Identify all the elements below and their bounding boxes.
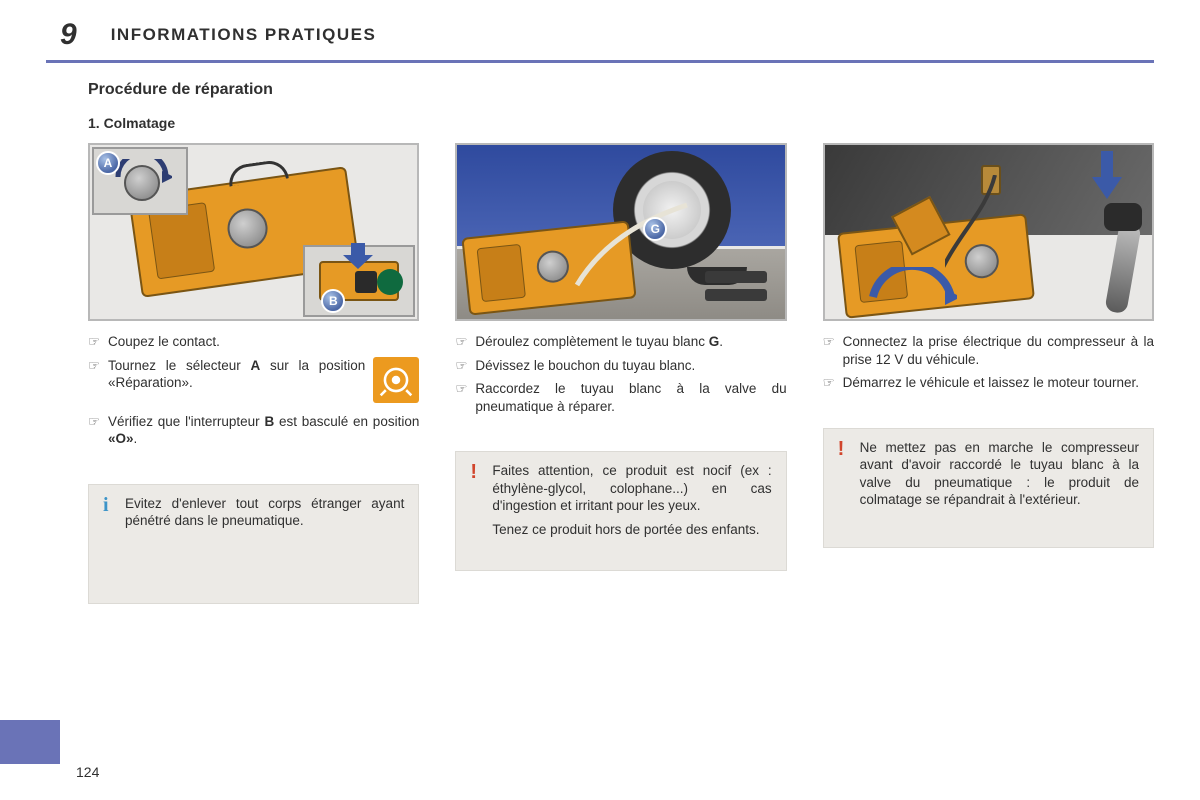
step: ☞ Tournez le sélecteur A sur la position… xyxy=(88,357,419,407)
badge-a: A xyxy=(96,151,120,175)
step: ☞Déroulez complètement le tuyau blanc G. xyxy=(455,333,786,351)
step-text: Dévissez le bouchon du tuyau blanc. xyxy=(475,357,786,375)
pointer-icon: ☞ xyxy=(455,333,475,351)
steps-3: ☞Connectez la prise électrique du compre… xyxy=(823,321,1154,398)
note-info: i Evitez d'enlever tout corps étranger a… xyxy=(88,484,419,604)
step: ☞Démarrez le véhicule et laissez le mote… xyxy=(823,374,1154,392)
pointer-icon: ☞ xyxy=(823,333,843,368)
note-warn: ! Faites attention, ce produit est nocif… xyxy=(455,451,786,571)
note-body: Evitez d'enlever tout corps étranger aya… xyxy=(125,495,404,591)
columns: A B ☞Coupez le contact. ☞ xyxy=(88,143,1154,604)
content-area: Procédure de réparation 1. Colmatage A xyxy=(0,63,1200,604)
step-text: Vérifiez que l'interrupteur B est bascul… xyxy=(108,413,419,448)
badge-b: B xyxy=(321,289,345,313)
info-icon: i xyxy=(103,495,125,591)
pointer-icon: ☞ xyxy=(88,333,108,351)
pointer-icon: ☞ xyxy=(88,413,108,448)
illustration-3 xyxy=(823,143,1154,321)
step: ☞Vérifiez que l'interrupteur B est bascu… xyxy=(88,413,419,448)
step-text: Connectez la prise électrique du compres… xyxy=(843,333,1154,368)
note-body: Faites attention, ce produit est nocif (… xyxy=(492,462,771,558)
illustration-2: G xyxy=(455,143,786,321)
subsection-title: 1. Colmatage xyxy=(88,115,1154,131)
step-text: Coupez le contact. xyxy=(108,333,419,351)
step: ☞Dévissez le bouchon du tuyau blanc. xyxy=(455,357,786,375)
steps-2: ☞Déroulez complètement le tuyau blanc G.… xyxy=(455,321,786,421)
illustration-1: A B xyxy=(88,143,419,321)
note-text: Ne mettez pas en marche le compresseur a… xyxy=(860,439,1139,509)
warn-icon: ! xyxy=(470,462,492,558)
chapter-title: INFORMATIONS PRATIQUES xyxy=(111,25,377,45)
section-title: Procédure de réparation xyxy=(88,81,1154,99)
column-2: G ☞Déroulez complètement le tuyau blanc … xyxy=(455,143,786,604)
side-tab xyxy=(0,720,60,764)
chapter-number: 9 xyxy=(60,18,77,52)
column-3: ☞Connectez la prise électrique du compre… xyxy=(823,143,1154,604)
step: ☞Raccordez le tuyau blanc à la valve du … xyxy=(455,380,786,415)
pointer-icon: ☞ xyxy=(88,357,108,407)
column-1: A B ☞Coupez le contact. ☞ xyxy=(88,143,419,604)
step-text: Déroulez complètement le tuyau blanc G. xyxy=(475,333,786,351)
note-body: Ne mettez pas en marche le compresseur a… xyxy=(860,439,1139,535)
step-text: Raccordez le tuyau blanc à la valve du p… xyxy=(475,380,786,415)
note-text: Evitez d'enlever tout corps étranger aya… xyxy=(125,495,404,530)
steps-1: ☞Coupez le contact. ☞ Tournez le sélecte… xyxy=(88,321,419,454)
note-warn: ! Ne mettez pas en marche le compresseur… xyxy=(823,428,1154,548)
step-text: Tournez le sélecteur A sur la position «… xyxy=(108,357,419,407)
pointer-icon: ☞ xyxy=(455,357,475,375)
step: ☞Connectez la prise électrique du compre… xyxy=(823,333,1154,368)
warn-icon: ! xyxy=(838,439,860,535)
note-text: Tenez ce produit hors de portée des enfa… xyxy=(492,521,771,539)
page-number: 124 xyxy=(76,764,99,780)
page-header: 9 INFORMATIONS PRATIQUES xyxy=(0,0,1200,58)
note-text: Faites attention, ce produit est nocif (… xyxy=(492,462,771,515)
step: ☞Coupez le contact. xyxy=(88,333,419,351)
repair-mode-icon xyxy=(373,357,419,403)
pointer-icon: ☞ xyxy=(455,380,475,415)
pointer-icon: ☞ xyxy=(823,374,843,392)
step-text: Démarrez le véhicule et laissez le moteu… xyxy=(843,374,1154,392)
